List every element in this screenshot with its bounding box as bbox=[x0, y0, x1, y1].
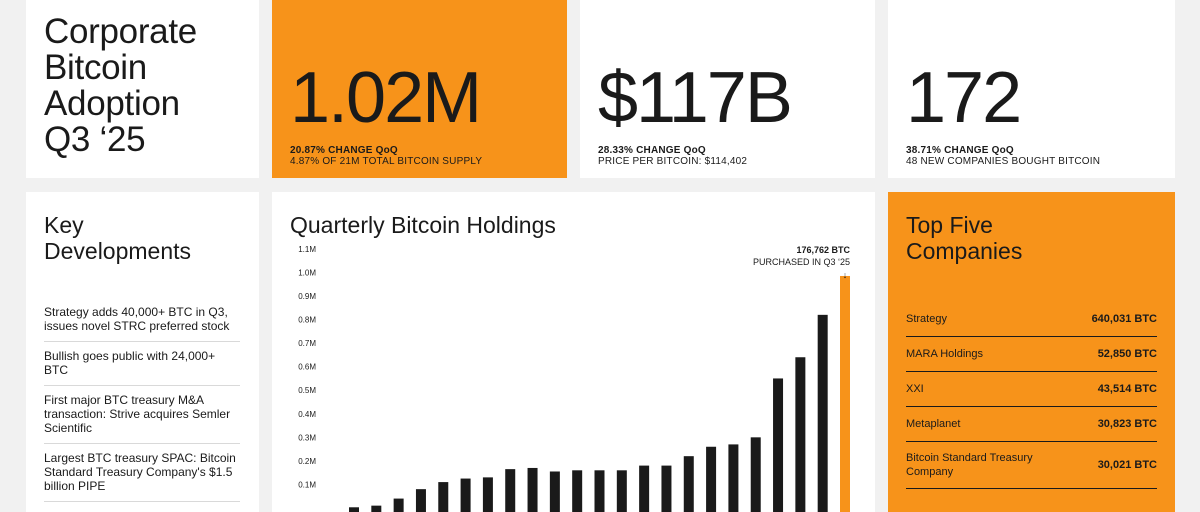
y-tick-label: 0.8M bbox=[298, 316, 316, 325]
company-row: MARA Holdings 52,850 BTC bbox=[906, 337, 1157, 372]
title-card: Corporate Bitcoin Adoption Q3 ‘25 bbox=[26, 0, 259, 178]
list-item: Largest BTC treasury SPAC: Bitcoin Stand… bbox=[44, 451, 240, 502]
company-name: Bitcoin Standard Treasury Company bbox=[906, 452, 1033, 478]
stat-value: $117B bbox=[598, 58, 793, 138]
company-name: XXI bbox=[906, 383, 924, 395]
chart-bar bbox=[639, 465, 650, 512]
stat-value: 172 bbox=[906, 58, 1022, 138]
key-developments-list: Strategy adds 40,000+ BTC in Q3, issues … bbox=[44, 305, 240, 509]
company-btc: 52,850 BTC bbox=[1097, 348, 1157, 360]
chart-bar bbox=[438, 482, 449, 512]
y-tick-label: 0.4M bbox=[298, 410, 316, 419]
chart-bar bbox=[549, 471, 560, 512]
chart-bar bbox=[661, 465, 672, 512]
chart-card: Quarterly Bitcoin Holdings 0.1M 0.2M 0.3M 0… bbox=[272, 192, 875, 512]
top-five-heading: Top Five Companies bbox=[906, 212, 1022, 264]
company-row: XXI 43,514 BTC bbox=[906, 372, 1157, 407]
list-item: Strategy adds 40,000+ BTC in Q3, issues … bbox=[44, 305, 240, 342]
company-row: Metaplanet 30,823 BTC bbox=[906, 407, 1157, 442]
chart-bar bbox=[371, 505, 382, 512]
top-five-card: Top Five Companies Strategy 640,031 BTC … bbox=[888, 192, 1175, 512]
annotation-value: 176,762 BTC bbox=[796, 245, 850, 255]
page-title-line: Adoption bbox=[44, 84, 180, 123]
list-item: Bullish goes public with 24,000+ BTC bbox=[44, 349, 240, 386]
company-btc: 30,823 BTC bbox=[1097, 418, 1157, 430]
chart-bar bbox=[505, 469, 516, 512]
page-title: Corporate Bitcoin Adoption Q3 ‘25 bbox=[44, 14, 197, 158]
arrow-down-icon: ↓ bbox=[843, 270, 848, 280]
stat-change: 28.33% CHANGE QoQ bbox=[598, 145, 706, 156]
company-name: Metaplanet bbox=[906, 418, 961, 430]
y-tick-label: 1.1M bbox=[298, 245, 316, 254]
highlighted-bar bbox=[840, 275, 850, 512]
page-title-line: Corporate bbox=[44, 12, 197, 51]
annotation-text: PURCHASED IN Q3 ‘25 bbox=[753, 257, 850, 267]
key-developments-heading: Key Developments bbox=[44, 212, 191, 264]
stat-change: 20.87% CHANGE QoQ bbox=[290, 145, 398, 156]
page-title-line: Bitcoin bbox=[44, 48, 147, 87]
chart-bar bbox=[482, 477, 493, 512]
chart-title: Quarterly Bitcoin Holdings bbox=[290, 212, 556, 238]
chart-bar bbox=[415, 489, 426, 512]
heading-line: Top Five bbox=[906, 212, 993, 238]
company-btc: 43,514 BTC bbox=[1097, 383, 1157, 395]
chart-bar bbox=[773, 378, 784, 512]
key-developments-card: Key Developments Strategy adds 40,000+ B… bbox=[26, 192, 259, 512]
chart-bar bbox=[817, 314, 828, 512]
top-five-list: Strategy 640,031 BTC MARA Holdings 52,85… bbox=[906, 302, 1157, 489]
chart-bar bbox=[460, 478, 471, 512]
stat-subtext: PRICE PER BITCOIN: $114,402 bbox=[598, 156, 748, 167]
stat-change: 38.71% CHANGE QoQ bbox=[906, 145, 1014, 156]
stat-card-total-holdings: 1.02M 20.87% CHANGE QoQ 4.87% OF 21M TOT… bbox=[272, 0, 567, 178]
bar-chart: 0.1M 0.2M 0.3M 0.4M 0.5M 0.6M 0.7M 0.8M 0.9M 1.0M… bbox=[298, 245, 850, 512]
company-name: MARA Holdings bbox=[906, 348, 984, 360]
company-btc: 640,031 BTC bbox=[1091, 313, 1157, 325]
heading-line: Key bbox=[44, 212, 84, 238]
y-tick-label: 0.5M bbox=[298, 386, 316, 395]
chart-bar bbox=[683, 456, 694, 512]
chart-bar bbox=[594, 470, 605, 512]
y-tick-label: 0.9M bbox=[298, 292, 316, 301]
company-row: Strategy 640,031 BTC bbox=[906, 302, 1157, 337]
chart-bar bbox=[728, 444, 739, 512]
stat-card-company-count: 172 38.71% CHANGE QoQ 48 NEW COMPANIES B… bbox=[888, 0, 1175, 178]
chart-bar bbox=[572, 470, 583, 512]
company-row: Bitcoin Standard Treasury Company 30,021… bbox=[906, 442, 1157, 489]
chart-bar bbox=[750, 437, 761, 512]
heading-line: Developments bbox=[44, 238, 192, 264]
y-tick-label: 1.0M bbox=[298, 268, 316, 277]
y-tick-label: 0.2M bbox=[298, 457, 316, 466]
chart-bar bbox=[393, 498, 404, 512]
y-tick-label: 0.3M bbox=[298, 433, 316, 442]
heading-line: Companies bbox=[906, 238, 1023, 264]
company-name: Strategy bbox=[906, 313, 947, 325]
chart-bar bbox=[349, 507, 359, 512]
chart-bar bbox=[616, 470, 627, 512]
chart-bar bbox=[706, 446, 717, 512]
y-tick-label: 0.7M bbox=[298, 339, 316, 348]
chart-bar bbox=[795, 357, 806, 512]
list-item: First major BTC treasury M&A transaction… bbox=[44, 393, 240, 444]
chart-bar bbox=[527, 467, 538, 512]
y-tick-label: 0.6M bbox=[298, 363, 316, 372]
page-title-line: Q3 ‘25 bbox=[44, 120, 146, 159]
company-btc: 30,021 BTC bbox=[1097, 459, 1157, 471]
stat-subtext: 4.87% OF 21M TOTAL BITCOIN SUPPLY bbox=[290, 156, 483, 167]
stat-subtext: 48 NEW COMPANIES BOUGHT BITCOIN bbox=[906, 156, 1101, 167]
stat-value: 1.02M bbox=[290, 58, 482, 138]
y-tick-label: 0.1M bbox=[298, 480, 316, 489]
stat-card-total-value: $117B 28.33% CHANGE QoQ PRICE PER BITCOI… bbox=[580, 0, 875, 178]
